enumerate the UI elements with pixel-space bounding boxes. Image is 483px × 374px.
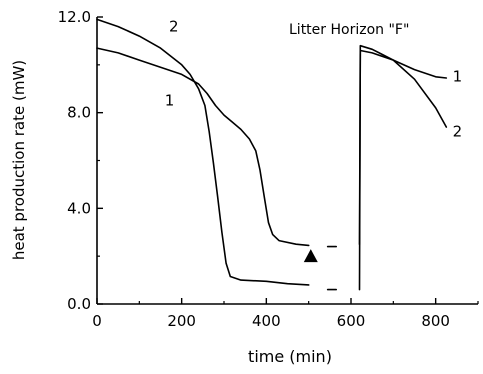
series-2-label: 2 <box>169 17 179 35</box>
series-1-end-label: 1 <box>453 68 463 86</box>
axes <box>96 17 478 305</box>
y-axis-label: heat production rate (mW) <box>10 60 28 260</box>
chart-title: Litter Horizon "F" <box>289 22 409 38</box>
y-tick-label: 0.0 <box>67 295 91 313</box>
series-2-line <box>96 18 310 286</box>
series-1-line <box>358 49 448 245</box>
curves <box>96 18 448 291</box>
x-tick-label: 200 <box>167 312 196 330</box>
series-1-label: 1 <box>165 91 175 109</box>
x-tick-label: 800 <box>421 312 450 330</box>
x-ticks: 0 200 400 600 800 <box>92 298 479 330</box>
x-tick-label: 600 <box>337 312 366 330</box>
series-2-end-label: 2 <box>453 123 463 141</box>
x-tick-label: 0 <box>92 312 102 330</box>
x-tick-label: 400 <box>252 312 281 330</box>
triangle-marker <box>303 249 318 263</box>
y-tick-label: 12.0 <box>58 8 91 26</box>
series-labels: 1 1 2 2 <box>165 17 462 140</box>
series-2-line <box>358 44 448 291</box>
y-tick-label: 8.0 <box>67 104 91 122</box>
y-ticks: 0.0 4.0 8.0 12.0 <box>58 8 103 313</box>
series-1-line <box>96 47 310 247</box>
y-tick-label: 4.0 <box>67 199 91 217</box>
x-axis-label: time (min) <box>248 347 332 366</box>
